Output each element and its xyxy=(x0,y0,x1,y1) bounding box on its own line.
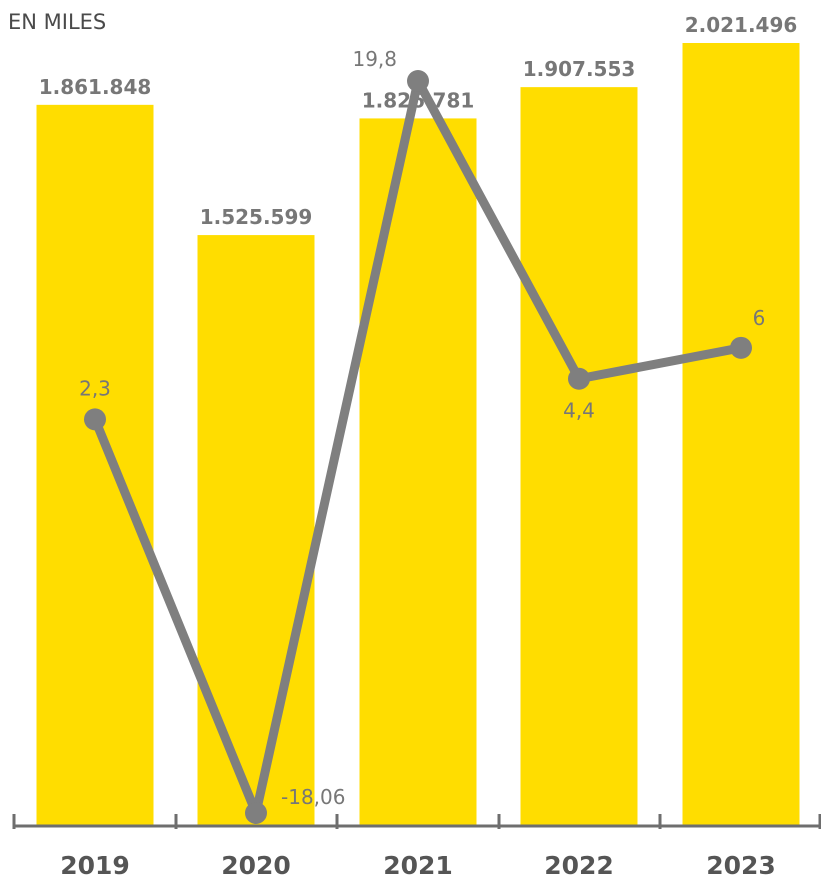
line-value-label-2023: 6 xyxy=(753,306,766,330)
line-labels-group: 2,3 -18,06 19,8 4,4 6 xyxy=(79,47,765,809)
bar-2021 xyxy=(359,118,477,827)
category-label-2020: 2020 xyxy=(221,851,291,880)
bar-value-label-2019: 1.861.848 xyxy=(39,75,152,99)
category-label-2021: 2021 xyxy=(383,851,453,880)
line-point-2023 xyxy=(730,336,752,359)
line-point-2022 xyxy=(568,367,590,390)
bar-2022 xyxy=(520,87,638,826)
bars-group xyxy=(36,43,800,827)
line-value-label-2022: 4,4 xyxy=(563,399,595,423)
line-point-2021 xyxy=(407,70,429,92)
category-label-2023: 2023 xyxy=(706,851,776,880)
bar-value-label-2022: 1.907.553 xyxy=(523,57,636,81)
bar-2020 xyxy=(197,235,315,826)
bar-2019 xyxy=(36,104,154,826)
line-value-label-2021: 19,8 xyxy=(352,47,397,71)
line-value-label-2019: 2,3 xyxy=(79,376,111,400)
line-series-group xyxy=(84,70,752,824)
category-label-2019: 2019 xyxy=(60,851,130,880)
line-point-2020 xyxy=(245,802,267,824)
bar-value-label-2020: 1.525.599 xyxy=(200,205,313,229)
bar-value-label-2023: 2.021.496 xyxy=(685,13,798,37)
category-labels-group: 2019 2020 2021 2022 2023 xyxy=(60,851,776,880)
x-axis xyxy=(12,814,821,829)
category-label-2022: 2022 xyxy=(544,851,614,880)
unit-label: EN MILES xyxy=(8,10,106,34)
line-point-2019 xyxy=(84,408,106,431)
bar-2023 xyxy=(682,43,800,826)
bar-labels-group: 1.861.8481.525.5991.826.7811.907.5532.02… xyxy=(39,13,798,229)
line-value-label-2020: -18,06 xyxy=(281,785,345,809)
